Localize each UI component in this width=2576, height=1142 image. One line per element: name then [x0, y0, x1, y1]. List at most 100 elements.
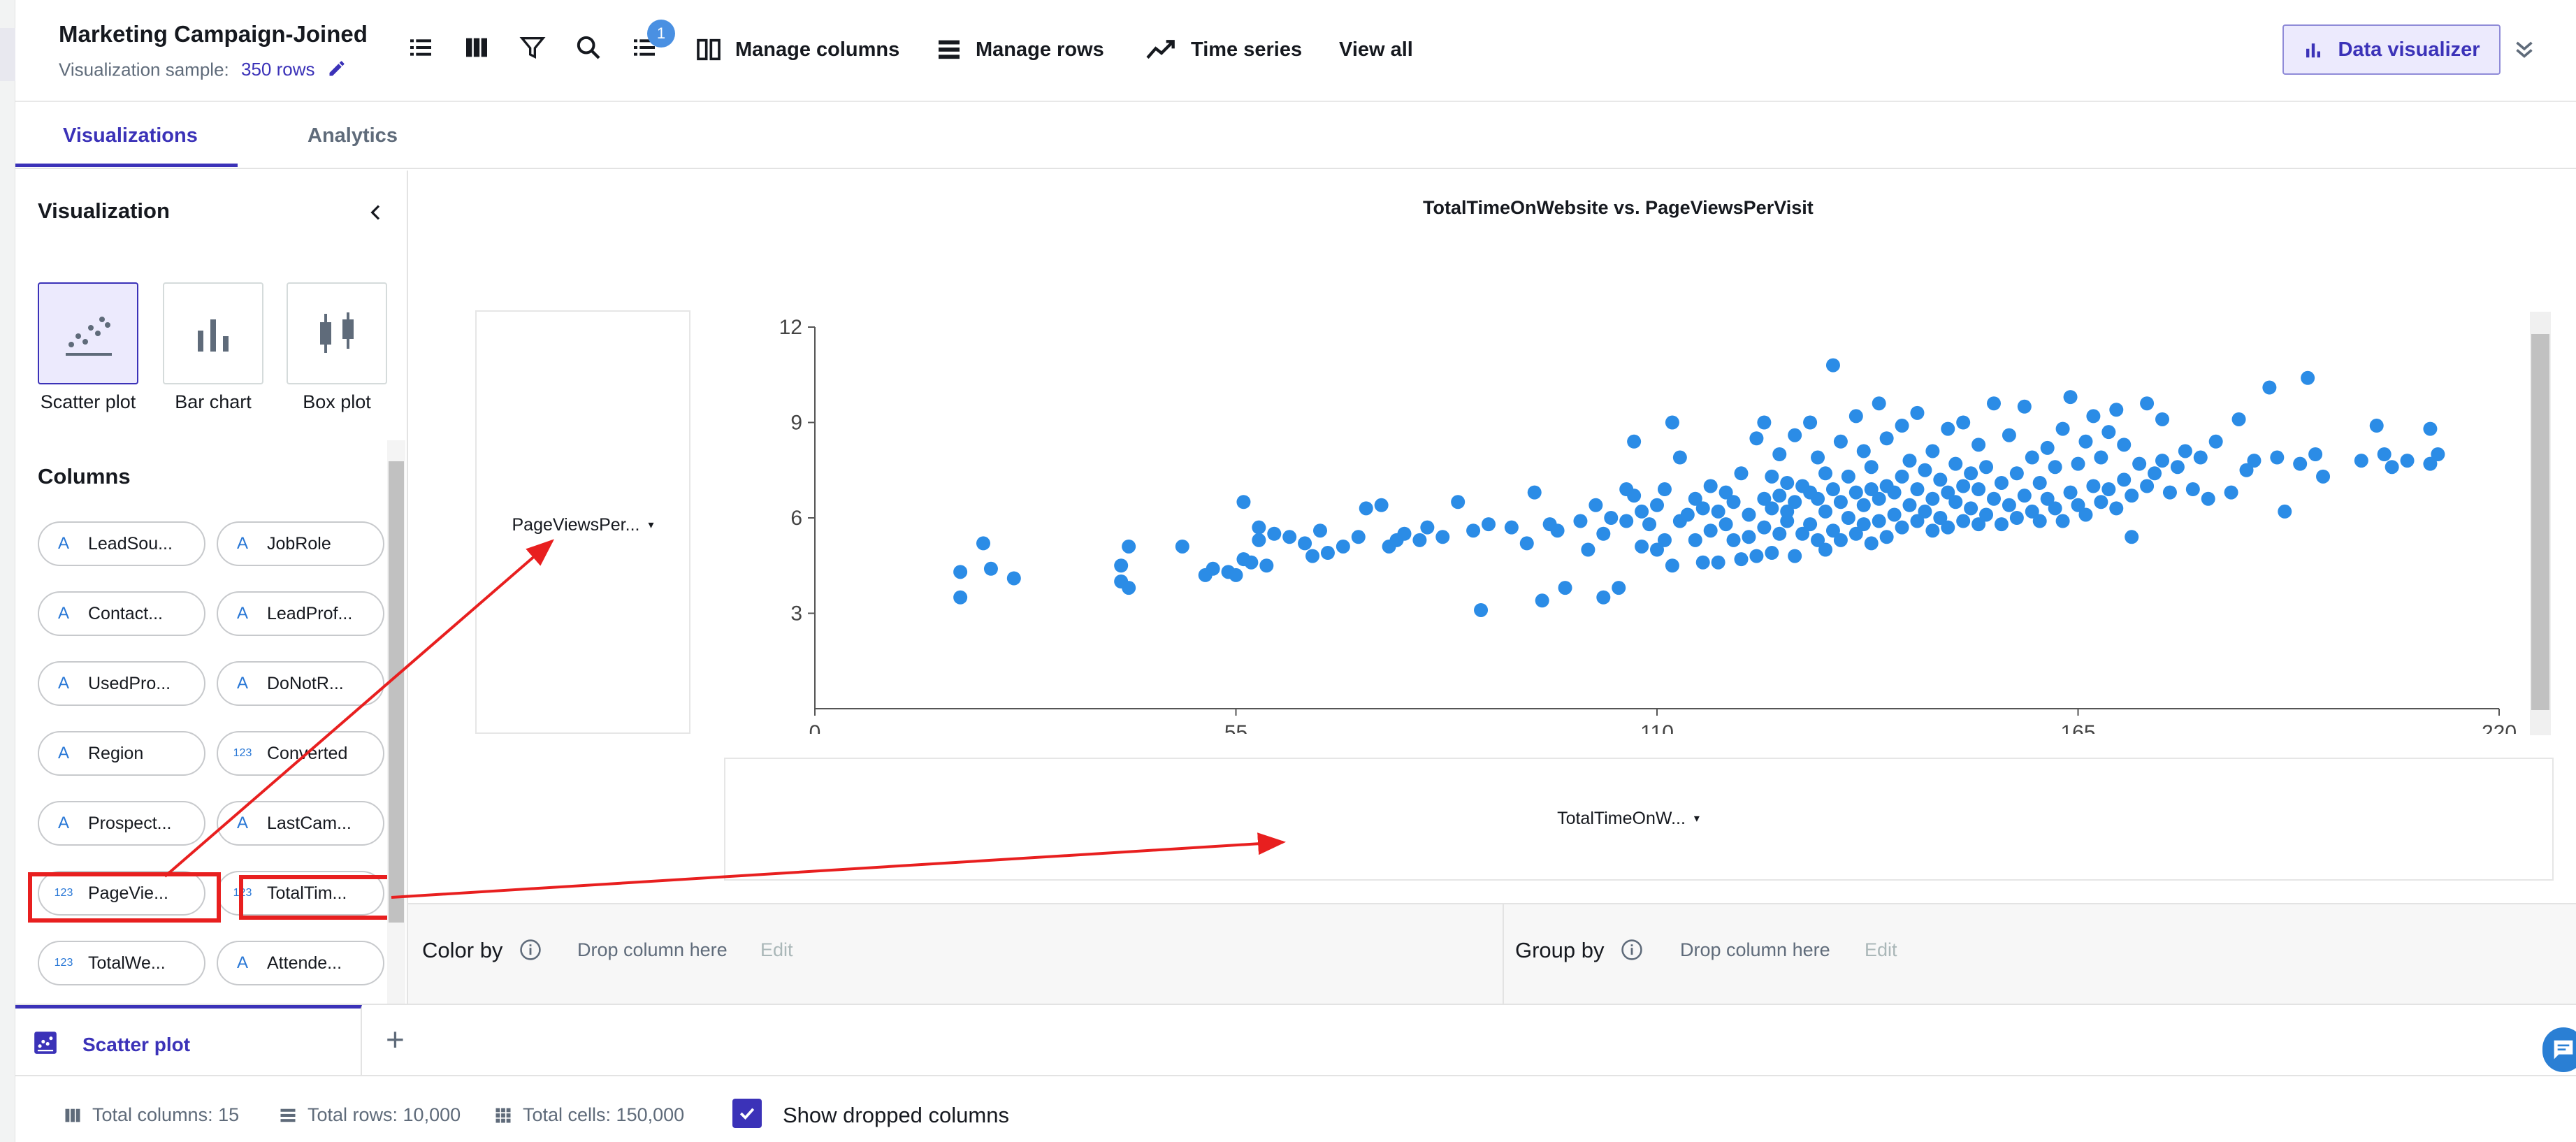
- filter-icon[interactable]: [519, 34, 547, 65]
- data-point: [2155, 412, 2169, 426]
- column-chip[interactable]: A LeadSou...: [38, 521, 205, 566]
- data-point: [1825, 358, 1840, 373]
- column-view-icon[interactable]: [463, 34, 491, 65]
- column-chip[interactable]: A UsedPro...: [38, 661, 205, 706]
- data-point: [2239, 463, 2254, 477]
- x-field-label: TotalTimeOnW...: [1557, 808, 1686, 828]
- scatter-plot-label: Scatter plot: [40, 391, 136, 412]
- x-axis-drop-zone[interactable]: TotalTimeOnW... ▾: [724, 758, 2554, 881]
- search-icon[interactable]: [574, 34, 602, 65]
- color-by-zone[interactable]: Color by Drop column here Edit: [408, 903, 1503, 1004]
- manage-columns-button[interactable]: Manage columns: [695, 32, 899, 67]
- data-point: [1282, 530, 1297, 544]
- data-point: [1688, 491, 1702, 506]
- data-point: [1933, 511, 1948, 525]
- time-series-button[interactable]: Time series: [1145, 32, 1302, 67]
- y-field-chip[interactable]: PageViewsPer... ▾: [491, 509, 675, 541]
- data-visualizer-button[interactable]: Data visualizer: [2282, 24, 2501, 75]
- tab-analytics[interactable]: Analytics: [307, 124, 398, 147]
- data-point: [1627, 434, 1642, 449]
- data-point: [1259, 558, 1274, 573]
- column-chip[interactable]: A LeadProf...: [217, 591, 384, 636]
- box-plot-type-button[interactable]: [287, 282, 387, 384]
- bar-chart-type-button[interactable]: [163, 282, 263, 384]
- column-chip[interactable]: A JobRole: [217, 521, 384, 566]
- data-point: [1811, 533, 1825, 547]
- visualization-tabs: Scatter plot +: [15, 1004, 2576, 1076]
- data-point: [2002, 498, 2016, 512]
- data-point: [1818, 466, 1832, 481]
- scatter-plot-type-button[interactable]: [38, 282, 138, 384]
- info-icon[interactable]: [1620, 938, 1644, 967]
- info-icon[interactable]: [519, 938, 542, 967]
- data-point: [2431, 447, 2445, 461]
- data-point: [1825, 523, 1840, 538]
- tab-visualizations[interactable]: Visualizations: [63, 124, 198, 147]
- panel-scrollbar-thumb[interactable]: [389, 461, 404, 923]
- data-point: [1122, 581, 1136, 595]
- chat-icon[interactable]: [2542, 1027, 2576, 1072]
- data-point: [1765, 501, 1779, 516]
- data-point: [1466, 523, 1481, 538]
- data-point: [2354, 454, 2368, 468]
- column-chip[interactable]: A Contact...: [38, 591, 205, 636]
- column-chip[interactable]: 123 PageVie...: [38, 871, 205, 916]
- data-point: [1765, 546, 1779, 561]
- column-chip[interactable]: A DoNotR...: [217, 661, 384, 706]
- data-point: [1206, 561, 1220, 576]
- pencil-icon[interactable]: [327, 59, 347, 83]
- x-field-chip[interactable]: TotalTimeOnW... ▾: [1537, 802, 1719, 834]
- sample-rows-link[interactable]: 350 rows: [241, 59, 315, 80]
- footer-status: Total columns: 15 Total rows: 10,000 Tot…: [15, 1078, 2576, 1142]
- column-chip-label: LeadProf...: [267, 603, 353, 623]
- data-point: [2009, 511, 2024, 525]
- show-dropped-checkbox[interactable]: [732, 1099, 762, 1128]
- group-by-zone[interactable]: Group by Drop column here Edit: [1503, 903, 2576, 1004]
- data-point: [1887, 507, 1902, 522]
- group-by-edit[interactable]: Edit: [1865, 939, 1897, 960]
- data-point: [976, 536, 990, 551]
- list-view-icon[interactable]: [407, 34, 435, 65]
- plot-scrollbar-thumb[interactable]: [2531, 334, 2549, 710]
- plot-scrollbar[interactable]: [2530, 312, 2551, 735]
- view-all-button[interactable]: View all: [1339, 32, 1413, 67]
- data-point: [1305, 549, 1320, 563]
- caret-down-icon: ▾: [1693, 813, 1700, 825]
- manage-rows-button[interactable]: Manage rows: [935, 32, 1104, 67]
- data-point: [2117, 472, 2132, 487]
- tab-scatter-plot[interactable]: Scatter plot: [15, 1005, 362, 1075]
- color-by-edit[interactable]: Edit: [760, 939, 793, 960]
- chevron-left-icon[interactable]: [365, 201, 387, 227]
- column-chip[interactable]: A Attende...: [217, 941, 384, 985]
- steps-icon[interactable]: [630, 34, 658, 65]
- column-chip-label: PageVie...: [88, 883, 168, 903]
- add-tab-button[interactable]: +: [386, 1021, 405, 1057]
- column-chip[interactable]: 123 TotalWe...: [38, 941, 205, 985]
- column-chip[interactable]: A Region: [38, 731, 205, 776]
- data-point: [1987, 491, 2001, 506]
- data-point: [2308, 447, 2323, 461]
- data-point: [1351, 530, 1366, 544]
- panel-scrollbar[interactable]: [387, 440, 405, 1005]
- data-point: [1642, 517, 1657, 532]
- text-type-icon: A: [236, 604, 248, 623]
- column-chip[interactable]: A LastCam...: [217, 801, 384, 846]
- columns-icon: [65, 1108, 80, 1122]
- column-chip[interactable]: 123 Converted: [217, 731, 384, 776]
- data-point: [2078, 434, 2093, 449]
- collapse-header-icon[interactable]: [2512, 36, 2537, 65]
- data-point: [2094, 450, 2108, 465]
- data-point: [1818, 504, 1832, 519]
- data-point: [2201, 491, 2215, 506]
- text-type-icon: A: [57, 534, 69, 553]
- box-plot-label: Box plot: [303, 391, 371, 412]
- data-point: [1612, 581, 1626, 595]
- data-point: [1948, 495, 1963, 509]
- column-chip[interactable]: A Prospect...: [38, 801, 205, 846]
- data-point: [2400, 454, 2415, 468]
- y-axis-drop-zone[interactable]: PageViewsPer... ▾: [475, 310, 690, 734]
- data-point: [1818, 542, 1832, 557]
- data-point: [1336, 539, 1350, 554]
- show-dropped-label: Show dropped columns: [783, 1103, 1009, 1127]
- numeric-type-icon: 123: [54, 957, 73, 969]
